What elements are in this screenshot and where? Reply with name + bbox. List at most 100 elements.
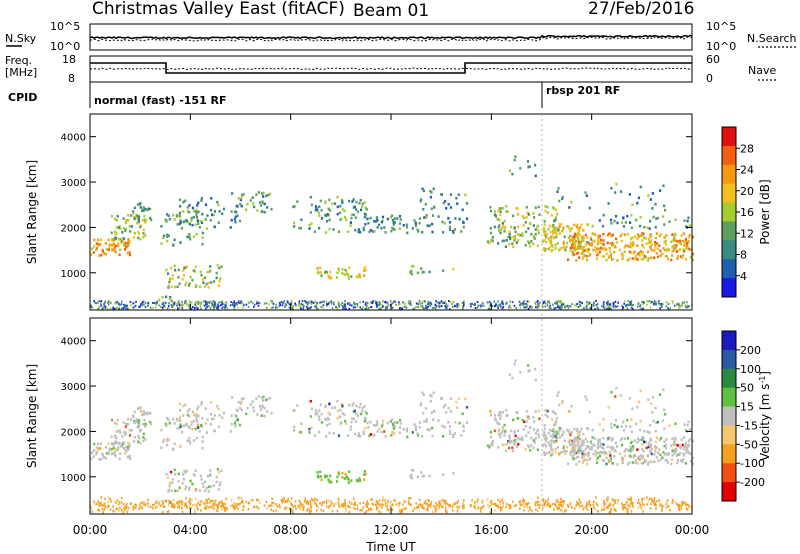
velocity-cell — [537, 496, 539, 499]
power-cell — [210, 197, 213, 200]
velocity-cell — [107, 442, 110, 446]
power-cell — [378, 307, 380, 310]
velocity-cell — [687, 503, 689, 506]
power-cell — [422, 189, 425, 193]
velocity-cell — [597, 451, 600, 455]
velocity-cell — [171, 478, 174, 481]
velocity-cell — [677, 505, 680, 509]
power-cell — [270, 300, 272, 303]
power-cell — [336, 205, 339, 209]
colorbar-tick-label: 12 — [740, 227, 754, 240]
power-cell — [117, 238, 120, 241]
power-cell — [384, 300, 386, 303]
power-cell — [537, 229, 540, 232]
power-cell — [238, 219, 242, 223]
power-cell — [314, 209, 317, 212]
power-cell — [188, 204, 191, 207]
velocity-cell — [605, 452, 608, 456]
velocity-cell — [115, 422, 118, 426]
power-cells — [90, 155, 694, 310]
velocity-cell — [173, 506, 176, 509]
power-cell — [614, 304, 616, 307]
power-cell — [145, 208, 148, 211]
power-cell — [597, 240, 600, 244]
velocity-cell — [494, 502, 497, 506]
velocity-cell — [684, 462, 687, 465]
power-cell — [581, 248, 584, 252]
power-cell — [582, 228, 585, 232]
velocity-cell — [178, 426, 181, 430]
power-cell — [670, 258, 673, 262]
velocity-cell — [93, 442, 96, 446]
velocity-cell — [576, 436, 579, 439]
velocity-cell — [128, 444, 131, 448]
velocity-cell — [423, 501, 426, 505]
velocity-cell — [558, 452, 561, 456]
power-cell — [663, 223, 666, 226]
velocity-cell — [330, 500, 333, 503]
power-cell — [132, 306, 135, 309]
velocity-cell — [431, 434, 434, 438]
velocity-cell — [110, 418, 114, 422]
velocity-cell — [432, 418, 435, 421]
velocity-cell — [310, 426, 313, 429]
velocity-cell — [623, 504, 626, 507]
velocity-cell — [149, 505, 152, 509]
power-cell — [205, 300, 207, 303]
velocity-cell — [213, 414, 217, 417]
power-cell — [508, 232, 511, 236]
power-cell — [505, 205, 508, 208]
velocity-cell — [362, 506, 364, 509]
power-cell — [602, 304, 605, 307]
velocity-cell — [640, 461, 643, 465]
velocity-cell — [366, 503, 368, 506]
power-cell — [595, 300, 597, 302]
velocity-cell — [587, 452, 590, 456]
power-cell — [555, 300, 558, 303]
velocity-cell — [438, 501, 440, 505]
power-cell — [185, 281, 188, 285]
power-cell — [144, 305, 147, 308]
velocity-cell — [256, 413, 259, 416]
power-cell — [441, 220, 444, 224]
velocity-cell — [346, 504, 349, 508]
power-cell — [527, 165, 530, 169]
power-cell — [133, 217, 136, 221]
velocity-cell — [664, 412, 667, 416]
power-cell — [206, 214, 209, 217]
power-cell — [191, 223, 194, 227]
power-cell — [199, 270, 202, 274]
velocity-cell — [166, 476, 170, 479]
velocity-cell — [534, 367, 537, 371]
power-cell — [493, 210, 496, 213]
velocity-cell — [233, 505, 236, 508]
power-cell — [173, 218, 176, 221]
power-cell — [547, 227, 550, 231]
velocity-cell — [521, 436, 524, 439]
velocity-cell — [309, 415, 312, 418]
power-cell — [341, 200, 344, 204]
velocity-cell — [184, 504, 186, 507]
velocity-cell — [225, 506, 227, 509]
velocity-cell — [191, 499, 193, 502]
velocity-cell — [125, 507, 128, 510]
velocity-cell — [501, 505, 504, 509]
power-cell — [659, 233, 663, 236]
velocity-cell — [308, 427, 311, 431]
velocity-cell — [666, 499, 669, 502]
velocity-cell — [551, 449, 554, 452]
velocity-cell — [98, 509, 101, 512]
power-cell — [658, 234, 661, 238]
power-cell — [170, 303, 173, 306]
power-cell — [255, 193, 258, 196]
velocity-cell — [565, 445, 569, 449]
power-cell — [500, 306, 503, 309]
power-cell — [432, 306, 435, 309]
velocity-cell — [263, 406, 266, 410]
power-cell — [581, 245, 584, 249]
power-cell — [554, 216, 557, 219]
velocity-cell — [643, 429, 646, 433]
velocity-cell — [527, 364, 530, 367]
velocity-cell — [315, 503, 318, 506]
power-cell — [582, 255, 585, 258]
